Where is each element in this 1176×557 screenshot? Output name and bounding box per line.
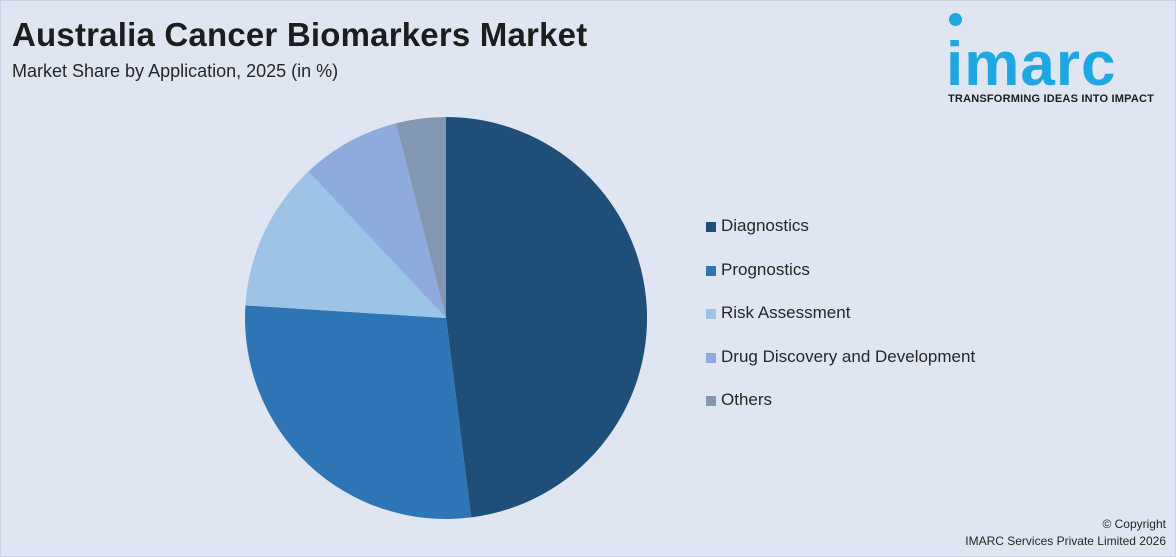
legend-swatch — [706, 352, 716, 363]
copyright-line-1: © Copyright — [1102, 517, 1166, 531]
legend-label: Prognostics — [721, 259, 810, 279]
pie-slice-drug-discovery-and-development — [308, 123, 446, 318]
logo-wordmark: imarc — [946, 30, 1117, 99]
copyright-line-2: IMARC Services Private Limited 2026 — [965, 534, 1166, 548]
pie-slice-risk-assessment — [245, 171, 446, 318]
imarc-logo: imarc TRANSFORMING IDEAS INTO IMPACT — [940, 12, 1172, 112]
legend-swatch — [706, 396, 716, 406]
legend-label: Diagnostics — [721, 216, 809, 235]
pie-slice-others — [396, 117, 446, 318]
pie-slice-diagnostics — [446, 116, 648, 518]
copyright-notice: © Copyright IMARC Services Private Limit… — [965, 516, 1166, 550]
chart-subtitle: Market Share by Application, 2025 (in %) — [12, 61, 339, 81]
pie-slice-prognostics — [245, 305, 472, 520]
logo-dot-icon — [949, 13, 962, 26]
legend-label: Risk Assessment — [721, 303, 851, 322]
legend-swatch — [706, 309, 716, 319]
legend-label: Drug Discovery and Development — [721, 346, 976, 366]
legend-swatch — [706, 222, 716, 232]
chart-title: Australia Cancer Biomarkers Market — [12, 16, 588, 53]
legend-label: Others — [721, 390, 773, 409]
legend-swatch — [706, 265, 716, 276]
logo-tagline: TRANSFORMING IDEAS INTO IMPACT — [948, 93, 1155, 105]
